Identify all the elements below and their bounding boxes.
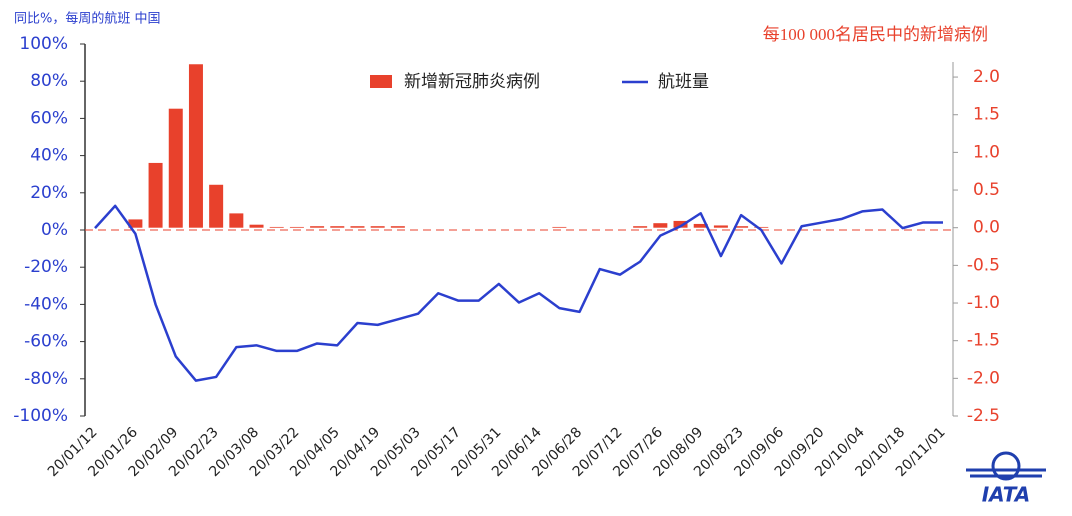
y-tick-label: 80%: [30, 71, 68, 91]
y-tick-label: 0%: [41, 220, 68, 240]
bar: [754, 226, 769, 228]
bar: [229, 213, 244, 228]
logo: IATA: [966, 451, 1046, 507]
bar: [330, 226, 345, 228]
y2-tick-label: -1.0: [967, 293, 1000, 313]
y-tick-label: 100%: [19, 34, 68, 54]
y-axis-title: 同比%，每周的航班 中国: [14, 11, 161, 27]
y2-tick-label: 0.5: [973, 180, 1000, 200]
y2-tick-label: -1.5: [967, 331, 1000, 351]
bar: [633, 226, 648, 228]
bar: [128, 219, 143, 228]
bar: [209, 184, 224, 228]
line: [94, 204, 943, 382]
y2-axis-title: 每100 000名居民中的新增病例: [763, 25, 988, 44]
bar: [552, 226, 567, 228]
y2-tick-label: 0.0: [973, 218, 1000, 238]
y2-tick-label: -2.5: [967, 406, 1000, 426]
bar: [673, 220, 688, 228]
bar: [350, 226, 365, 228]
y2-tick-label: -2.0: [967, 368, 1000, 388]
y-tick-label: -20%: [24, 257, 68, 277]
bar: [310, 226, 325, 228]
y2-tick-label: -0.5: [967, 255, 1000, 275]
y-tick-label: 20%: [30, 183, 68, 203]
bar: [693, 223, 708, 228]
y-tick-label: -100%: [13, 406, 68, 426]
logo-text: IATA: [982, 483, 1031, 507]
y-tick-label: -80%: [24, 369, 68, 389]
bar: [168, 108, 183, 228]
bar: [269, 226, 284, 228]
bar: [289, 226, 304, 228]
legend-swatch: [370, 75, 392, 88]
legend-label: 新增新冠肺炎病例: [404, 72, 540, 92]
y2-tick-label: 1.5: [973, 105, 1000, 125]
y-tick-label: -60%: [24, 332, 68, 352]
y-tick-label: -40%: [24, 294, 68, 314]
y2-tick-label: 1.0: [973, 142, 1000, 162]
bar: [148, 162, 163, 228]
y-tick-label: 60%: [30, 108, 68, 128]
bar: [734, 226, 749, 228]
bar: [390, 226, 405, 228]
y-tick-label: 40%: [30, 146, 68, 166]
y2-tick-label: 2.0: [973, 67, 1000, 87]
bar: [370, 226, 385, 228]
bar: [188, 64, 203, 228]
bar: [653, 223, 668, 228]
bar: [249, 224, 264, 228]
bar: [713, 225, 728, 228]
legend-label: 航班量: [658, 72, 709, 92]
